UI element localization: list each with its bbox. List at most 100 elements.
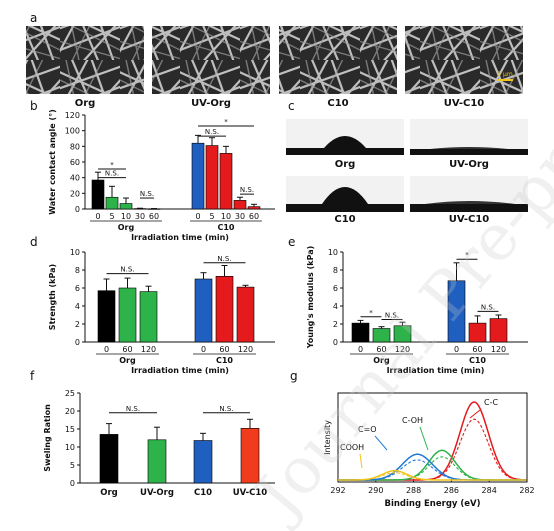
b-xtick-org-4: 60	[149, 212, 159, 221]
substrate-c10	[286, 204, 404, 212]
d-ytick-label-0: 0	[75, 338, 80, 347]
substrate-org	[286, 148, 404, 155]
b-xtick-c10-0: 0	[195, 212, 200, 221]
g-xtick-label-4: 284	[482, 486, 497, 495]
b-bar-org-5	[105, 196, 119, 210]
e-ytick-label-0: 0	[333, 338, 338, 347]
scale-bar-label: 5 μm	[497, 71, 513, 78]
b-xtick-c10-2: 10	[221, 212, 231, 221]
e-annot-1-label: N.S.	[385, 312, 399, 320]
e-annot-3-label: N.S.	[481, 303, 495, 311]
f-bar-c10	[193, 440, 213, 484]
substrate-uv-c10	[410, 204, 528, 212]
panel-b-letter: b	[30, 99, 38, 113]
f-xtick-label-0: Org	[100, 488, 118, 498]
d-bar-org-0	[97, 290, 116, 343]
panel-d-letter: d	[30, 235, 38, 249]
f-xtick-label-2: C10	[194, 488, 212, 498]
chart-e-youngs-modulus: 0 2 4 6 8 10 Young's modulus (kPa) 0 60 120 Org 0 60…	[306, 246, 528, 375]
d-bar-org-60	[118, 287, 137, 343]
panel-g-letter: g	[290, 369, 298, 383]
b-group-label-1: C10	[217, 223, 234, 232]
substrate-uv-org	[410, 149, 528, 155]
g-peak-label-2: C=O	[358, 425, 377, 434]
g-peak-label-3: COOH	[340, 443, 364, 452]
sem-image-c10	[279, 26, 397, 94]
e-ytick-label-3: 6	[333, 284, 338, 293]
g-xtick-label-5: 282	[519, 486, 534, 495]
b-ylabel: Water contact angle (°)	[48, 109, 57, 215]
b-bar-c10-30	[233, 200, 247, 210]
g-peak-arrow-2	[374, 435, 388, 451]
f-ytick-label-3: 15	[65, 425, 75, 434]
g-xtick-label-3: 286	[444, 486, 459, 495]
e-xtick-c10-2: 120	[491, 345, 506, 354]
f-ytick-label-1: 5	[70, 461, 75, 470]
sem-label-uv-c10: UV-C10	[444, 98, 485, 109]
g-ylabel: Intensity	[323, 420, 332, 455]
b-xtick-c10-4: 60	[249, 212, 259, 221]
f-bar-uv-org	[147, 439, 167, 484]
g-peak-label-1: C-OH	[402, 416, 423, 425]
e-xtick-org-0: 0	[358, 345, 363, 354]
f-ytick-label-5: 25	[65, 389, 75, 398]
chart-f-swelling: 0 5 10 15 20 25 Sweling Ration Org UV-Org C10 UV-C…	[43, 389, 275, 498]
b-xtick-org-3: 30	[135, 212, 145, 221]
b-xtick-c10-1: 5	[209, 212, 214, 221]
d-bar-c10-0	[194, 278, 213, 343]
b-bar-c10-60	[247, 206, 261, 210]
droplet-uv-c10	[425, 201, 515, 204]
e-group-label-1: C10	[469, 356, 486, 365]
panel-c-images: Org UV-Org C10 UV-C10	[286, 119, 528, 225]
d-xtick-c10-0: 0	[201, 345, 206, 354]
d-xtick-org-2: 120	[141, 345, 156, 354]
d-bar-c10-120	[236, 286, 255, 343]
f-annot-0-label: N.S.	[126, 405, 140, 413]
b-xtick-org-0: 0	[95, 212, 100, 221]
e-annot-2-label: *	[465, 251, 469, 259]
b-xlabel: Irradiation time (min)	[131, 233, 229, 242]
g-peak-dashed-3	[338, 472, 527, 481]
scale-bar	[497, 79, 513, 81]
d-ytick-label-5: 10	[70, 248, 80, 257]
e-bar-c10-120	[489, 318, 508, 343]
d-xtick-org-1: 60	[122, 345, 132, 354]
e-bar-org-0	[351, 322, 370, 343]
b-annot-0-label: *	[110, 161, 114, 169]
b-xtick-org-1: 5	[109, 212, 114, 221]
panel-e-letter: e	[288, 235, 295, 249]
e-group-label-0: Org	[373, 356, 390, 365]
b-annot-1-label: N.S.	[105, 170, 119, 178]
g-peak-arrow-1	[419, 426, 429, 451]
b-ytick-label-0: 0	[75, 205, 80, 214]
f-xtick-label-3: UV-C10	[233, 488, 268, 498]
panel-c-letter: c	[288, 99, 295, 113]
g-plot-frame	[337, 392, 528, 483]
b-ytick-label-3: 60	[70, 158, 80, 167]
f-bar-org	[99, 434, 119, 484]
droplet-c10	[322, 187, 368, 204]
sem-label-c10: C10	[327, 98, 348, 109]
e-annot-0-label: *	[369, 309, 373, 317]
b-ytick-label-5: 100	[65, 127, 80, 136]
b-annot-4-label: N.S.	[205, 128, 219, 136]
b-annot-3-label: *	[224, 118, 228, 126]
chart-d-strength: 0 2 4 6 8 10 Strength (kPa) 0 60 120 Org 0 60 120 C10I…	[48, 248, 275, 375]
b-bar-c10-10	[219, 153, 233, 210]
g-peak-label-0: C-C	[484, 398, 498, 407]
b-bar-org-10	[119, 203, 133, 210]
b-ytick-label-4: 80	[70, 142, 80, 151]
droplet-label-c10: C10	[334, 214, 355, 225]
sem-image-uv-org	[152, 26, 270, 94]
g-xtick-label-2: 288	[406, 486, 421, 495]
panel-f-letter: f	[30, 369, 35, 383]
d-xlabel: Irradiation time (min)	[131, 366, 229, 375]
f-ylabel: Sweling Ration	[43, 404, 52, 472]
e-ylabel: Young's modulus (kPa)	[306, 246, 315, 350]
e-xtick-c10-1: 60	[472, 345, 482, 354]
b-bar-c10-5	[205, 145, 219, 210]
g-xtick-label-1: 290	[368, 486, 383, 495]
d-xtick-c10-1: 60	[219, 345, 229, 354]
b-ytick-label-6: 120	[65, 111, 80, 120]
